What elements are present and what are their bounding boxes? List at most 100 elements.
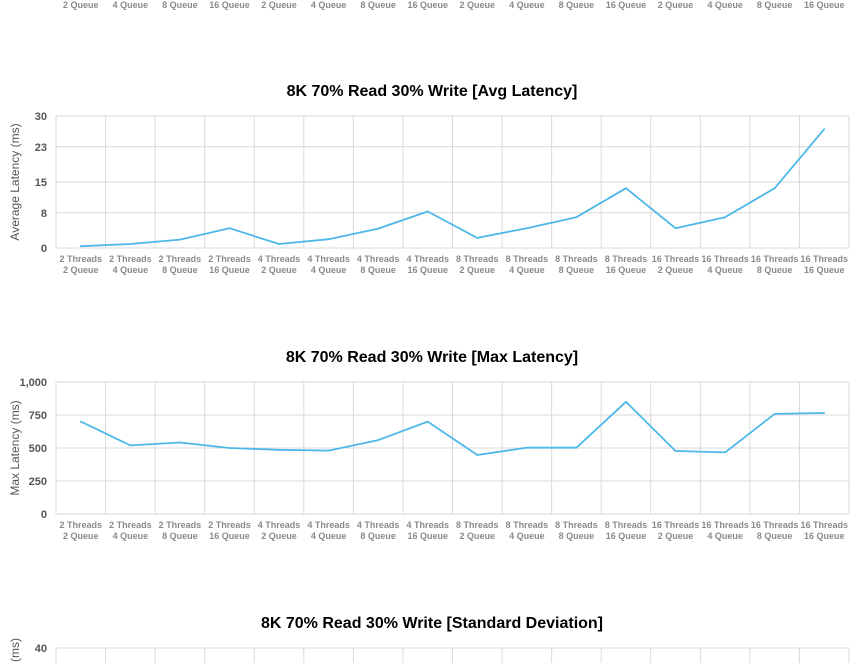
- y-tick-label: 40: [35, 643, 47, 655]
- x-tick-label: 2 Threads: [208, 254, 251, 264]
- top-strip-x-label: 2 Queue: [63, 0, 99, 10]
- top-strip-x-label: 8 Queue: [162, 0, 198, 10]
- top-strip-x-label: 16 Queue: [209, 0, 250, 10]
- x-tick-label: 2 Threads: [208, 520, 251, 530]
- x-tick-label: 2 Queue: [63, 531, 99, 541]
- data-point: [823, 128, 826, 131]
- y-axis-label: Max Latency (ms): [8, 400, 22, 495]
- x-tick-label: 2 Threads: [159, 254, 202, 264]
- data-point: [426, 210, 429, 213]
- x-tick-label: 16 Threads: [652, 520, 700, 530]
- x-tick-label: 2 Threads: [60, 520, 103, 530]
- x-tick-label: 2 Queue: [63, 265, 99, 275]
- x-tick-label: 4 Threads: [357, 254, 400, 264]
- x-tick-label: 2 Threads: [60, 254, 103, 264]
- x-tick-label: 2 Queue: [658, 531, 694, 541]
- x-tick-label: 8 Threads: [605, 254, 648, 264]
- data-point: [575, 216, 578, 219]
- data-point: [823, 412, 826, 414]
- data-point: [278, 448, 280, 451]
- x-tick-label: 16 Threads: [751, 254, 799, 264]
- x-tick-label: 8 Threads: [456, 520, 499, 530]
- data-point: [79, 245, 82, 248]
- data-point: [228, 447, 231, 449]
- x-tick-label: 8 Threads: [605, 520, 648, 530]
- x-tick-label: 2 Queue: [261, 531, 297, 541]
- x-tick-label: 4 Threads: [258, 520, 301, 530]
- y-tick-label: 500: [29, 443, 47, 455]
- x-tick-label: 4 Queue: [509, 265, 545, 275]
- x-tick-label: 16 Queue: [209, 531, 250, 541]
- chart-title: 8K 70% Read 30% Write [Max Latency]: [286, 349, 578, 366]
- data-point: [625, 400, 627, 403]
- data-point: [575, 446, 578, 449]
- data-point: [377, 439, 380, 441]
- x-tick-label: 8 Queue: [360, 531, 396, 541]
- x-tick-label: 2 Threads: [159, 520, 202, 530]
- x-tick-label: 4 Queue: [113, 531, 149, 541]
- x-tick-label: 8 Threads: [555, 254, 598, 264]
- x-tick-label: 4 Threads: [307, 520, 350, 530]
- data-point: [773, 413, 776, 415]
- x-tick-label: 4 Queue: [113, 265, 149, 275]
- x-tick-label: 4 Queue: [311, 531, 347, 541]
- x-tick-label: 16 Queue: [606, 531, 647, 541]
- data-point: [278, 243, 280, 245]
- x-tick-label: 8 Queue: [360, 265, 396, 275]
- x-tick-label: 8 Queue: [757, 265, 793, 275]
- x-tick-label: 16 Threads: [701, 254, 749, 264]
- y-axis-label: Average Latency (ms): [8, 123, 22, 240]
- x-tick-label: 8 Queue: [162, 265, 198, 275]
- data-point: [129, 243, 132, 245]
- data-point: [773, 187, 776, 190]
- data-point: [228, 227, 231, 230]
- x-tick-label: 8 Threads: [506, 254, 549, 264]
- x-tick-label: 16 Queue: [407, 265, 448, 275]
- x-tick-label: 16 Threads: [652, 254, 700, 264]
- top-strip-x-label: 2 Queue: [460, 0, 496, 10]
- x-tick-label: 8 Queue: [559, 265, 595, 275]
- top-strip-x-label: 2 Queue: [261, 0, 297, 10]
- x-tick-label: 16 Queue: [407, 531, 448, 541]
- x-tick-label: 4 Queue: [509, 531, 545, 541]
- series-line: [80, 400, 825, 456]
- data-point: [724, 216, 726, 219]
- top-strip-x-label: 2 Queue: [658, 0, 694, 10]
- top-strip-x-label: 8 Queue: [559, 0, 595, 10]
- data-point: [625, 187, 627, 190]
- data-point: [179, 238, 181, 241]
- y-axis-label: (ms): [8, 638, 22, 662]
- top-strip-x-label: 4 Queue: [311, 0, 347, 10]
- y-tick-label: 8: [41, 208, 47, 220]
- x-tick-label: 8 Threads: [506, 520, 549, 530]
- x-tick-label: 4 Queue: [707, 265, 743, 275]
- x-tick-label: 16 Queue: [804, 265, 845, 275]
- data-point: [674, 227, 677, 230]
- top-strip-x-label: 4 Queue: [707, 0, 743, 10]
- chart-title: 8K 70% Read 30% Write [Standard Deviatio…: [261, 615, 603, 632]
- x-tick-label: 16 Queue: [209, 265, 250, 275]
- x-tick-label: 4 Threads: [406, 254, 449, 264]
- top-strip-x-label: 8 Queue: [360, 0, 396, 10]
- data-point: [525, 446, 528, 449]
- data-point: [476, 237, 479, 239]
- x-tick-label: 2 Queue: [460, 265, 496, 275]
- data-point: [377, 227, 380, 230]
- y-tick-label: 0: [41, 509, 47, 521]
- x-tick-label: 2 Queue: [261, 265, 297, 275]
- x-tick-label: 16 Threads: [800, 520, 848, 530]
- x-tick-label: 2 Threads: [109, 254, 152, 264]
- x-tick-label: 8 Queue: [559, 531, 595, 541]
- x-tick-label: 16 Threads: [701, 520, 749, 530]
- x-tick-label: 8 Queue: [162, 531, 198, 541]
- data-point: [79, 420, 82, 423]
- x-tick-label: 8 Queue: [757, 531, 793, 541]
- data-point: [476, 454, 479, 456]
- x-tick-label: 8 Threads: [555, 520, 598, 530]
- y-tick-label: 23: [35, 142, 47, 154]
- y-tick-label: 0: [41, 243, 47, 255]
- x-tick-label: 2 Queue: [658, 265, 694, 275]
- y-tick-label: 15: [35, 177, 47, 189]
- x-tick-label: 4 Threads: [357, 520, 400, 530]
